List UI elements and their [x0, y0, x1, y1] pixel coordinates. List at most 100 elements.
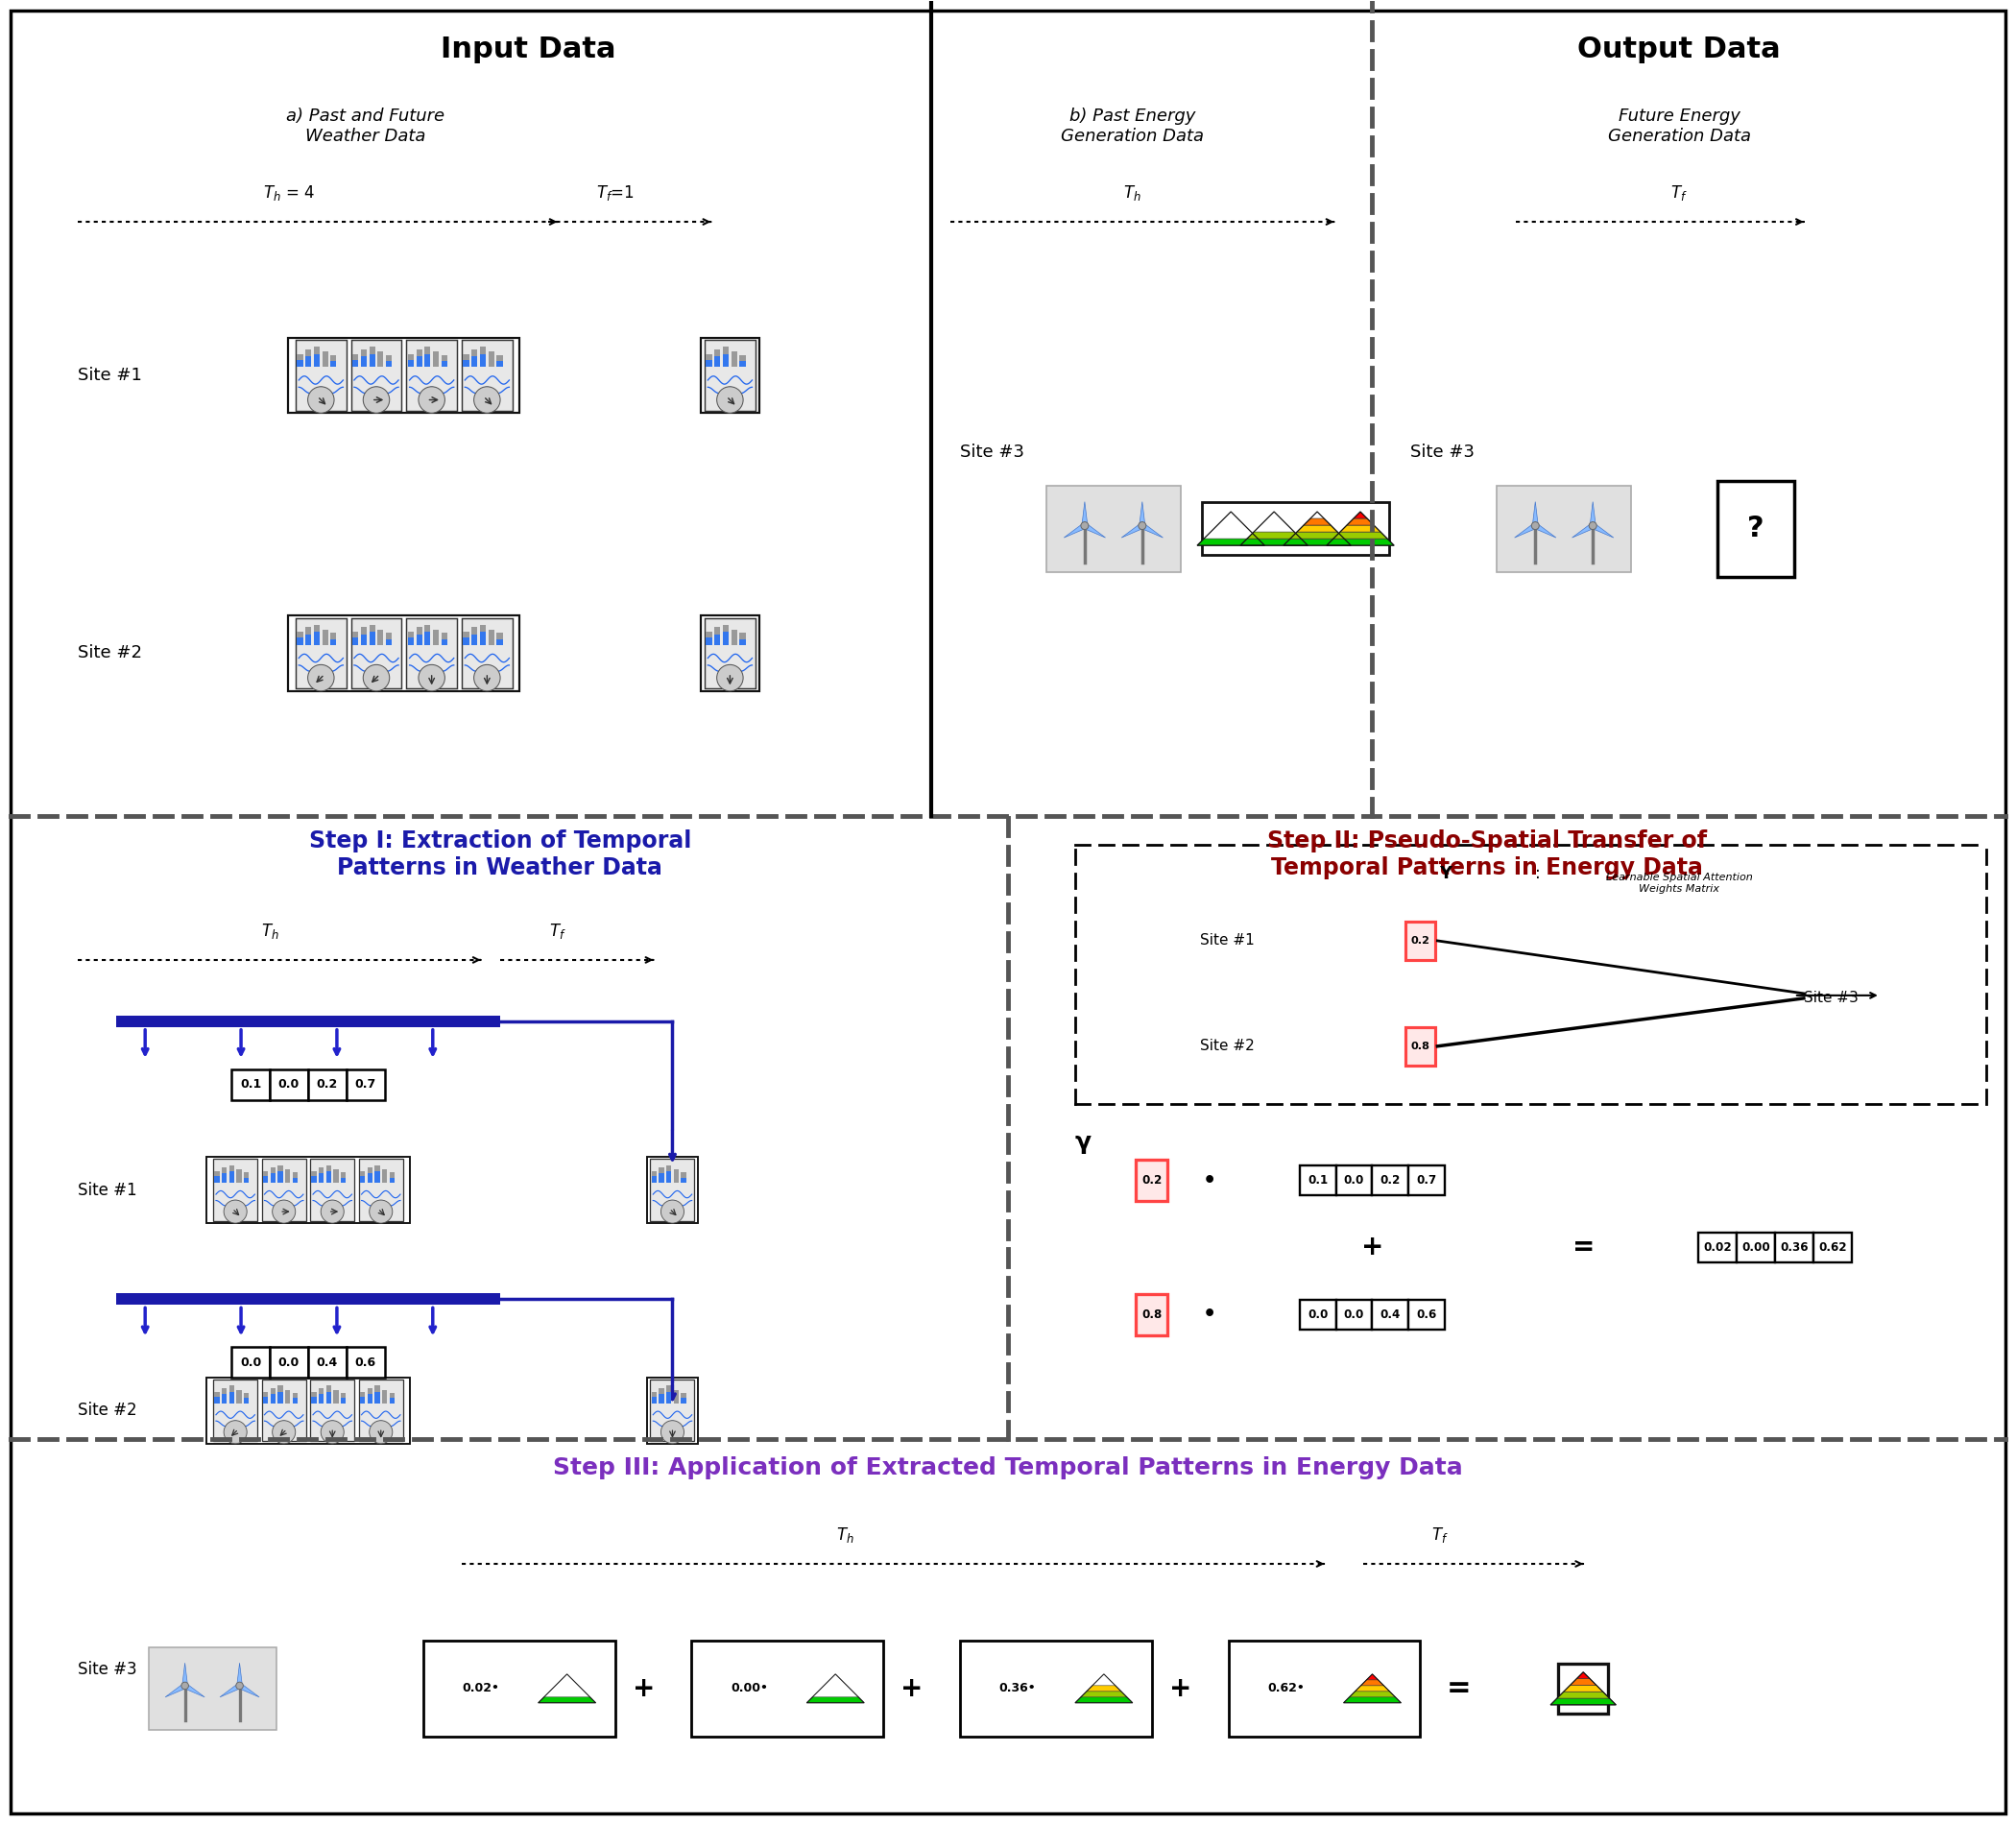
- Bar: [361, 627, 367, 644]
- Polygon shape: [165, 1684, 185, 1696]
- Bar: [651, 1392, 657, 1403]
- Text: =: =: [1445, 1674, 1472, 1702]
- Bar: [1228, 1640, 1419, 1736]
- Text: $T_f$=1: $T_f$=1: [597, 184, 633, 202]
- Bar: [117, 1016, 500, 1027]
- Text: Input Data: Input Data: [442, 35, 617, 64]
- Bar: [369, 347, 375, 367]
- Bar: [306, 348, 310, 367]
- Bar: [361, 635, 367, 644]
- Text: 0.8: 0.8: [1411, 1042, 1429, 1051]
- Polygon shape: [1570, 1678, 1597, 1685]
- Bar: [270, 1173, 276, 1182]
- Bar: [433, 629, 439, 644]
- Bar: [407, 631, 413, 644]
- Text: 0.36•: 0.36•: [1000, 1682, 1036, 1694]
- Bar: [117, 1293, 500, 1304]
- Text: γ: γ: [1075, 1131, 1091, 1153]
- Bar: [385, 356, 391, 367]
- Bar: [375, 1171, 379, 1182]
- Bar: [341, 1397, 347, 1403]
- Bar: [706, 359, 712, 367]
- Polygon shape: [1591, 502, 1597, 525]
- Bar: [496, 361, 502, 367]
- Bar: [1300, 1166, 1337, 1195]
- Text: 0.2: 0.2: [1141, 1175, 1161, 1187]
- Bar: [331, 356, 337, 367]
- Bar: [296, 618, 347, 688]
- Bar: [270, 1394, 276, 1403]
- Bar: [230, 1392, 234, 1403]
- Bar: [1405, 921, 1435, 959]
- Bar: [464, 638, 470, 644]
- Text: ?: ?: [1748, 514, 1764, 542]
- Polygon shape: [1347, 518, 1373, 525]
- Bar: [262, 1171, 268, 1182]
- Text: $T_h$ = 4: $T_h$ = 4: [262, 184, 314, 202]
- Text: Site #3: Site #3: [1411, 443, 1476, 460]
- Bar: [389, 1397, 395, 1403]
- Bar: [278, 1171, 282, 1182]
- Text: 0.0: 0.0: [278, 1357, 300, 1368]
- Bar: [740, 356, 746, 367]
- Text: $T_f$: $T_f$: [1671, 184, 1687, 202]
- Bar: [651, 1171, 657, 1182]
- Circle shape: [1139, 522, 1145, 529]
- Polygon shape: [1353, 513, 1367, 518]
- Circle shape: [308, 387, 335, 412]
- Bar: [244, 1394, 248, 1403]
- Bar: [230, 1386, 234, 1403]
- Polygon shape: [220, 1684, 242, 1696]
- Bar: [278, 1386, 282, 1403]
- Bar: [647, 1377, 698, 1443]
- Bar: [214, 1158, 258, 1220]
- Bar: [149, 1647, 276, 1729]
- Bar: [706, 631, 712, 644]
- Text: 0.0: 0.0: [240, 1357, 262, 1368]
- Polygon shape: [1296, 525, 1337, 533]
- Polygon shape: [1198, 538, 1264, 545]
- Polygon shape: [1341, 525, 1381, 533]
- Bar: [359, 1379, 403, 1441]
- Bar: [270, 1348, 308, 1377]
- Polygon shape: [1514, 523, 1536, 538]
- Circle shape: [1532, 522, 1538, 529]
- Polygon shape: [1141, 523, 1163, 538]
- Bar: [296, 631, 302, 644]
- Bar: [651, 1176, 657, 1182]
- Bar: [208, 1156, 409, 1224]
- Bar: [306, 627, 310, 644]
- Polygon shape: [1083, 502, 1087, 525]
- Bar: [331, 633, 337, 644]
- Polygon shape: [1333, 533, 1387, 538]
- Bar: [702, 337, 760, 412]
- Bar: [347, 1348, 385, 1377]
- Bar: [480, 347, 486, 367]
- Bar: [214, 1397, 220, 1403]
- Bar: [714, 635, 720, 644]
- Text: 0.1: 0.1: [1308, 1175, 1329, 1187]
- Bar: [732, 352, 738, 367]
- Bar: [381, 1390, 387, 1403]
- Polygon shape: [538, 1696, 597, 1704]
- Bar: [214, 1379, 258, 1441]
- Bar: [415, 356, 421, 367]
- Text: Site #2: Site #2: [1200, 1040, 1254, 1054]
- Bar: [496, 356, 502, 367]
- Bar: [288, 615, 520, 691]
- Bar: [236, 1169, 242, 1182]
- Bar: [319, 1167, 325, 1182]
- Bar: [296, 339, 347, 410]
- Circle shape: [321, 1421, 345, 1443]
- Text: =: =: [1572, 1235, 1595, 1260]
- Bar: [706, 354, 712, 367]
- Bar: [230, 1171, 234, 1182]
- Bar: [425, 347, 431, 367]
- Polygon shape: [1572, 523, 1595, 538]
- Polygon shape: [1550, 1698, 1617, 1705]
- Bar: [1373, 1166, 1409, 1195]
- Bar: [462, 339, 512, 410]
- Bar: [415, 348, 421, 367]
- Bar: [296, 354, 302, 367]
- Bar: [681, 1394, 685, 1403]
